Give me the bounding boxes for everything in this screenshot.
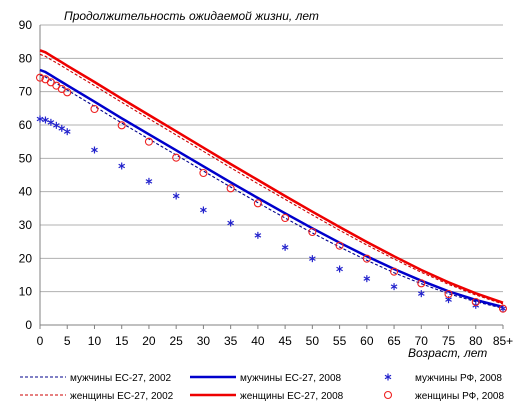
x-tick-label-50: 50 (306, 334, 320, 348)
gridlines (40, 24, 503, 293)
series-line-2 (39, 53, 504, 305)
x-tick-label-10: 10 (88, 334, 102, 348)
x-tick-labels: 0 5 10 15 20 25 30 35 40 45 50 55 60 65 70 75 80 85+ (37, 334, 514, 348)
legend-label: женщины ЕС-27, 2002 (70, 391, 174, 402)
x-tick-label-35: 35 (224, 334, 238, 348)
y-tick-label-30: 30 (19, 218, 33, 232)
legend-item-3: женщины ЕС-27, 2008 (190, 391, 344, 402)
series-line-3 (39, 49, 504, 304)
legend-item-2: женщины ЕС-27, 2002 (20, 391, 174, 402)
chart-title: Продолжительность ожидаемой жизни, лет (64, 9, 319, 23)
data-point-star (52, 121, 60, 129)
data-point-circle (417, 279, 426, 288)
data-point-star (42, 116, 49, 124)
data-point-circle (90, 104, 99, 114)
data-point-star (417, 290, 425, 298)
data-point-star (200, 206, 207, 214)
x-tick-label-85+: 85+ (493, 334, 513, 348)
plot-area (35, 49, 508, 313)
x-tick-label-75: 75 (442, 334, 456, 348)
data-point-circle (35, 73, 45, 82)
x-tick-label-30: 30 (197, 334, 211, 348)
data-point-star (499, 305, 507, 313)
data-point-star (254, 231, 262, 239)
data-point-circle (199, 168, 208, 178)
y-tick-label-70: 70 (19, 85, 33, 99)
x-tick-label-15: 15 (115, 334, 129, 348)
data-point-star (118, 162, 126, 170)
legend-label: женщины РФ, 2008 (415, 391, 504, 402)
data-point-star (309, 255, 316, 263)
x-tick-label-0: 0 (37, 334, 44, 348)
y-tick-labels: 0 10 20 30 40 50 60 70 80 90 (19, 18, 33, 332)
legend-item-0: мужчины ЕС-27, 2002 (20, 373, 172, 384)
x-tick-label-80: 80 (469, 334, 483, 348)
data-point-star (281, 243, 289, 251)
data-point-star (145, 177, 153, 185)
legend-label: женщины ЕС-27, 2008 (240, 391, 344, 402)
series-5 (35, 73, 508, 313)
data-point-star (363, 275, 371, 283)
data-point-circle (444, 289, 453, 299)
data-point-star (336, 265, 343, 273)
y-tick-label-0: 0 (25, 318, 32, 332)
x-tick-label-25: 25 (169, 334, 183, 348)
legend-item-4: мужчины РФ, 2008 (384, 373, 502, 384)
legend-label: мужчины ЕС-27, 2008 (240, 373, 342, 384)
x-tick-label-60: 60 (360, 334, 374, 348)
data-point-circle (498, 304, 508, 313)
y-tick-label-20: 20 (19, 251, 33, 265)
series-line-0 (39, 74, 504, 309)
y-tick-label-90: 90 (19, 18, 33, 32)
y-tick-label-80: 80 (19, 51, 33, 65)
legend-item-1: мужчины ЕС-27, 2008 (190, 373, 342, 384)
legend-label: мужчины ЕС-27, 2002 (70, 373, 172, 384)
series-2 (39, 53, 504, 305)
x-tick-label-40: 40 (251, 334, 265, 348)
legend: мужчины ЕС-27, 2002 мужчины ЕС-27, 2008 му… (20, 373, 504, 402)
x-tick-label-5: 5 (64, 334, 71, 348)
legend-swatch (384, 373, 392, 381)
data-point-star (36, 115, 44, 123)
data-point-circle (172, 153, 181, 162)
x-tick-label-70: 70 (415, 334, 429, 348)
x-tick-label-65: 65 (387, 334, 401, 348)
y-tick-label-60: 60 (19, 118, 33, 132)
data-point-star (91, 146, 98, 154)
data-point-star (58, 124, 66, 132)
x-tick-label-45: 45 (278, 334, 292, 348)
legend-swatch (383, 390, 393, 400)
y-tick-label-40: 40 (19, 185, 33, 199)
legend-item-5: женщины РФ, 2008 (383, 390, 504, 402)
legend-label: мужчины РФ, 2008 (415, 373, 502, 384)
x-tick-label-20: 20 (142, 334, 156, 348)
series-0 (39, 74, 504, 309)
data-point-circle (335, 241, 344, 250)
y-tick-label-10: 10 (19, 285, 33, 299)
data-point-circle (471, 297, 480, 307)
data-point-circle (362, 254, 371, 263)
data-point-star (227, 219, 234, 227)
axes (39, 25, 504, 329)
series-line-1 (39, 68, 504, 309)
data-point-circle (390, 267, 399, 276)
data-point-circle (144, 137, 153, 146)
y-tick-label-50: 50 (19, 151, 33, 165)
data-point-star (47, 118, 55, 126)
series-3 (39, 49, 504, 304)
data-point-star (172, 192, 180, 200)
data-point-circle (281, 213, 290, 223)
data-point-star (63, 128, 71, 136)
data-point-star (390, 283, 398, 291)
series-4 (36, 115, 507, 313)
data-point-circle (226, 184, 235, 193)
data-point-circle (253, 199, 262, 208)
data-point-circle (117, 121, 126, 130)
data-point-circle (308, 227, 317, 237)
x-tick-label-55: 55 (333, 334, 347, 348)
x-axis-label: Возраст, лет (408, 346, 487, 360)
data-point-circle (63, 88, 72, 97)
series-1 (39, 68, 504, 309)
